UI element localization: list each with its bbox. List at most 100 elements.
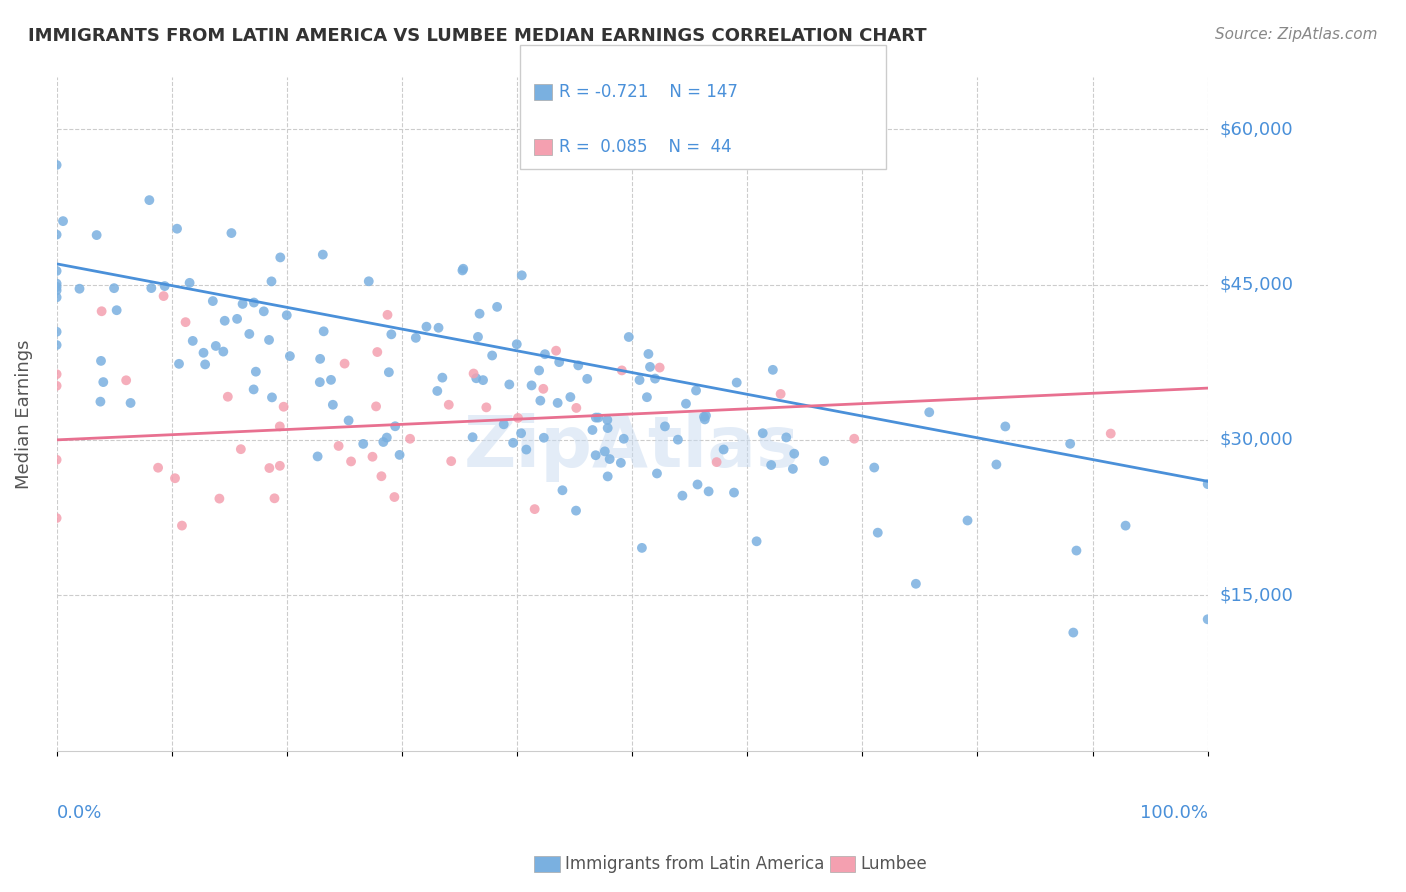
Point	[232, 297, 254, 311]
Point	[713, 442, 735, 457]
Point	[312, 247, 335, 261]
Point	[253, 304, 276, 318]
Point	[637, 347, 659, 361]
Point	[45, 277, 67, 291]
Point	[585, 448, 607, 462]
Point	[506, 337, 529, 351]
Point	[269, 458, 291, 473]
Point	[217, 390, 239, 404]
Point	[610, 363, 633, 377]
Point	[613, 432, 636, 446]
Point	[226, 311, 249, 326]
Point	[769, 387, 792, 401]
Point	[440, 454, 463, 468]
Point	[45, 290, 67, 304]
Point	[384, 490, 406, 504]
Point	[91, 375, 114, 389]
Point	[671, 489, 693, 503]
Point	[1062, 625, 1084, 640]
Point	[486, 300, 509, 314]
Point	[352, 437, 374, 451]
Point	[377, 308, 399, 322]
Point	[548, 355, 571, 369]
Point	[45, 280, 67, 294]
Point	[212, 344, 235, 359]
Point	[193, 345, 215, 359]
Point	[308, 375, 330, 389]
Point	[166, 221, 188, 235]
Point	[783, 447, 806, 461]
Point	[388, 448, 411, 462]
Point	[278, 349, 301, 363]
Point	[551, 483, 574, 498]
Point	[506, 411, 529, 425]
Point	[426, 384, 449, 398]
Point	[380, 327, 402, 342]
Point	[534, 347, 557, 361]
Point	[596, 469, 619, 483]
Point	[204, 339, 226, 353]
Point	[675, 397, 697, 411]
Point	[163, 471, 186, 485]
Point	[576, 372, 599, 386]
Point	[309, 351, 332, 366]
Text: $15,000: $15,000	[1219, 586, 1294, 604]
Point	[269, 419, 291, 434]
Point	[245, 365, 267, 379]
Point	[141, 281, 163, 295]
Point	[153, 279, 176, 293]
Point	[427, 320, 450, 334]
Point	[328, 439, 350, 453]
Text: $45,000: $45,000	[1219, 276, 1294, 293]
Point	[276, 308, 298, 322]
Text: R = -0.721    N = 147: R = -0.721 N = 147	[560, 83, 738, 101]
Text: Lumbee: Lumbee	[860, 855, 927, 873]
Point	[751, 426, 773, 441]
Point	[617, 330, 640, 344]
Point	[1115, 518, 1137, 533]
Point	[697, 484, 720, 499]
Point	[357, 274, 380, 288]
Point	[725, 376, 748, 390]
Point	[451, 261, 474, 276]
Point	[312, 324, 335, 338]
Point	[1059, 437, 1081, 451]
Point	[138, 193, 160, 207]
Point	[90, 354, 112, 368]
Point	[259, 461, 281, 475]
Point	[472, 373, 495, 387]
Text: ZipAtlas: ZipAtlas	[464, 413, 800, 483]
Point	[695, 409, 717, 423]
Point	[666, 433, 689, 447]
Point	[146, 460, 169, 475]
Point	[994, 419, 1017, 434]
Point	[693, 412, 716, 426]
Point	[152, 289, 174, 303]
Text: 0.0%: 0.0%	[56, 805, 103, 822]
Point	[502, 435, 524, 450]
Point	[510, 268, 533, 283]
Point	[644, 371, 666, 385]
Point	[45, 338, 67, 352]
Point	[1066, 543, 1088, 558]
Point	[686, 477, 709, 491]
Point	[243, 295, 266, 310]
Point	[465, 371, 488, 385]
Point	[181, 334, 204, 348]
Text: IMMIGRANTS FROM LATIN AMERICA VS LUMBEE MEDIAN EARNINGS CORRELATION CHART: IMMIGRANTS FROM LATIN AMERICA VS LUMBEE …	[28, 27, 927, 45]
Point	[179, 276, 201, 290]
Point	[463, 367, 485, 381]
Point	[654, 419, 676, 434]
Point	[547, 396, 569, 410]
Point	[167, 357, 190, 371]
Point	[415, 319, 437, 334]
Point	[986, 458, 1008, 472]
Point	[596, 421, 619, 435]
Point	[775, 430, 797, 444]
Point	[510, 426, 533, 441]
Point	[370, 469, 392, 483]
Point	[1099, 426, 1122, 441]
Point	[45, 227, 67, 242]
Point	[307, 450, 329, 464]
Point	[170, 518, 193, 533]
